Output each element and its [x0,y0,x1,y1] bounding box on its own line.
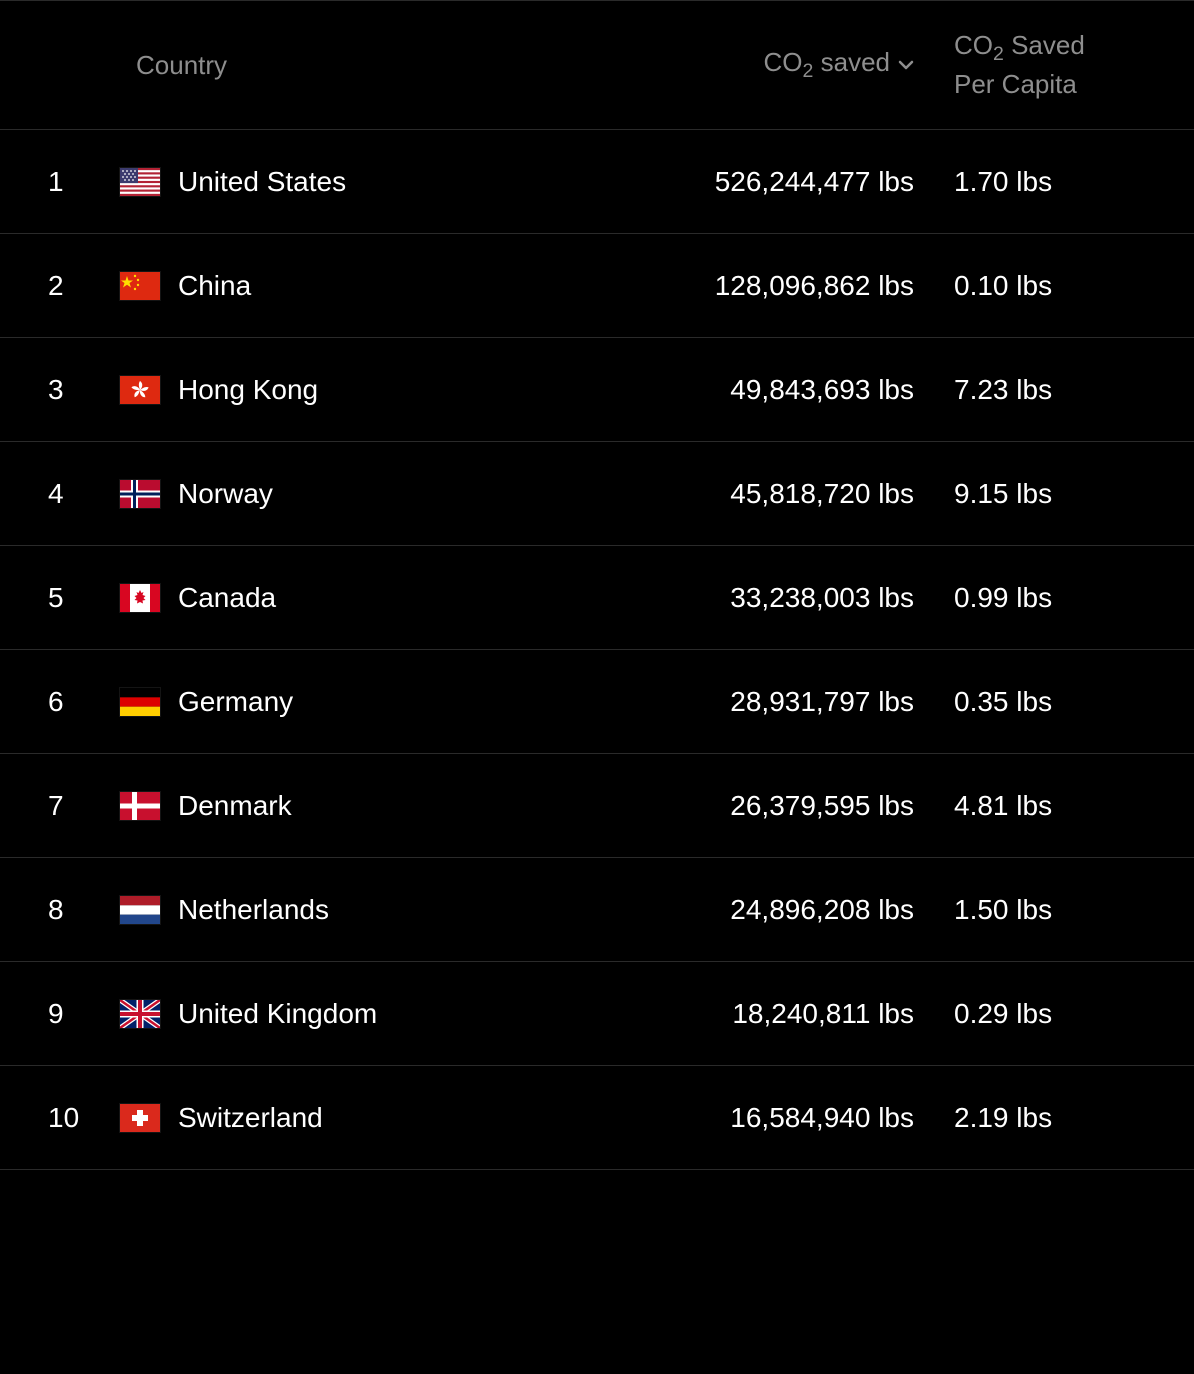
country-cell: Switzerland [120,1102,594,1134]
rank-cell: 4 [0,478,120,510]
country-name: Switzerland [178,1102,323,1134]
header-co2-per-capita[interactable]: CO2 SavedPer Capita [954,29,1194,101]
co2-saved-cell: 526,244,477 lbs [594,166,954,198]
co2-saved-cell: 45,818,720 lbs [594,478,954,510]
co2-saved-cell: 16,584,940 lbs [594,1102,954,1134]
table-row[interactable]: 8 Netherlands 24,896,208 lbs1.50 lbs [0,858,1194,962]
cn-flag-icon [120,272,160,300]
co2-per-capita-cell: 9.15 lbs [954,478,1194,510]
co2-per-capita-cell: 2.19 lbs [954,1102,1194,1134]
country-cell: Hong Kong [120,374,594,406]
header-co2-saved[interactable]: CO2 saved [594,47,954,83]
table-header-row: Country CO2 saved CO2 SavedPer Capita [0,0,1194,130]
co2-saved-cell: 28,931,797 lbs [594,686,954,718]
table-row[interactable]: 3 Hong Kong 49,843,693 lbs7.23 lbs [0,338,1194,442]
country-name: Netherlands [178,894,329,926]
country-name: Canada [178,582,276,614]
country-cell: United Kingdom [120,998,594,1030]
co2-per-capita-cell: 0.99 lbs [954,582,1194,614]
co2-saved-cell: 128,096,862 lbs [594,270,954,302]
table-row[interactable]: 4 Norway 45,818,720 lbs9.15 lbs [0,442,1194,546]
rank-cell: 6 [0,686,120,718]
country-cell: Germany [120,686,594,718]
header-co2-saved-label: CO2 saved [764,47,890,83]
hk-flag-icon [120,376,160,404]
co2-per-capita-cell: 0.29 lbs [954,998,1194,1030]
rank-cell: 5 [0,582,120,614]
co2-per-capita-cell: 7.23 lbs [954,374,1194,406]
rank-cell: 2 [0,270,120,302]
co2-saved-cell: 33,238,003 lbs [594,582,954,614]
country-cell: Norway [120,478,594,510]
co2-saved-cell: 18,240,811 lbs [594,998,954,1030]
co2-per-capita-cell: 1.50 lbs [954,894,1194,926]
co2-per-capita-cell: 0.35 lbs [954,686,1194,718]
de-flag-icon [120,688,160,716]
country-cell: China [120,270,594,302]
rank-cell: 7 [0,790,120,822]
co2-per-capita-cell: 1.70 lbs [954,166,1194,198]
dk-flag-icon [120,792,160,820]
country-cell: Netherlands [120,894,594,926]
table-row[interactable]: 6 Germany 28,931,797 lbs0.35 lbs [0,650,1194,754]
co2-per-capita-cell: 0.10 lbs [954,270,1194,302]
country-name: Germany [178,686,293,718]
rank-cell: 3 [0,374,120,406]
co2-saved-cell: 24,896,208 lbs [594,894,954,926]
table-row[interactable]: 9 United Kingdom 18,240,811 lbs0.29 lbs [0,962,1194,1066]
ca-flag-icon [120,584,160,612]
table-row[interactable]: 7 Denmark 26,379,595 lbs4.81 lbs [0,754,1194,858]
country-name: United States [178,166,346,198]
header-country[interactable]: Country [120,50,594,81]
co2-table: Country CO2 saved CO2 SavedPer Capita 1 U… [0,0,1194,1170]
table-row[interactable]: 10 Switzerland 16,584,940 lbs2.19 lbs [0,1066,1194,1170]
ch-flag-icon [120,1104,160,1132]
country-cell: Denmark [120,790,594,822]
co2-per-capita-cell: 4.81 lbs [954,790,1194,822]
rank-cell: 9 [0,998,120,1030]
co2-saved-cell: 49,843,693 lbs [594,374,954,406]
table-row[interactable]: 1 United States 526,244,477 lbs1.70 lbs [0,130,1194,234]
rank-cell: 10 [0,1102,120,1134]
rank-cell: 8 [0,894,120,926]
country-name: Denmark [178,790,292,822]
country-cell: United States [120,166,594,198]
table-row[interactable]: 5 Canada 33,238,003 lbs0.99 lbs [0,546,1194,650]
country-name: Hong Kong [178,374,318,406]
chevron-down-icon [898,59,914,71]
country-name: Norway [178,478,273,510]
co2-saved-cell: 26,379,595 lbs [594,790,954,822]
rank-cell: 1 [0,166,120,198]
us-flag-icon [120,168,160,196]
country-name: China [178,270,251,302]
nl-flag-icon [120,896,160,924]
country-cell: Canada [120,582,594,614]
country-name: United Kingdom [178,998,377,1030]
gb-flag-icon [120,1000,160,1028]
no-flag-icon [120,480,160,508]
table-body: 1 United States 526,244,477 lbs1.70 lbs 2 Ch… [0,130,1194,1170]
table-row[interactable]: 2 China 128,096,862 lbs0.10 lbs [0,234,1194,338]
